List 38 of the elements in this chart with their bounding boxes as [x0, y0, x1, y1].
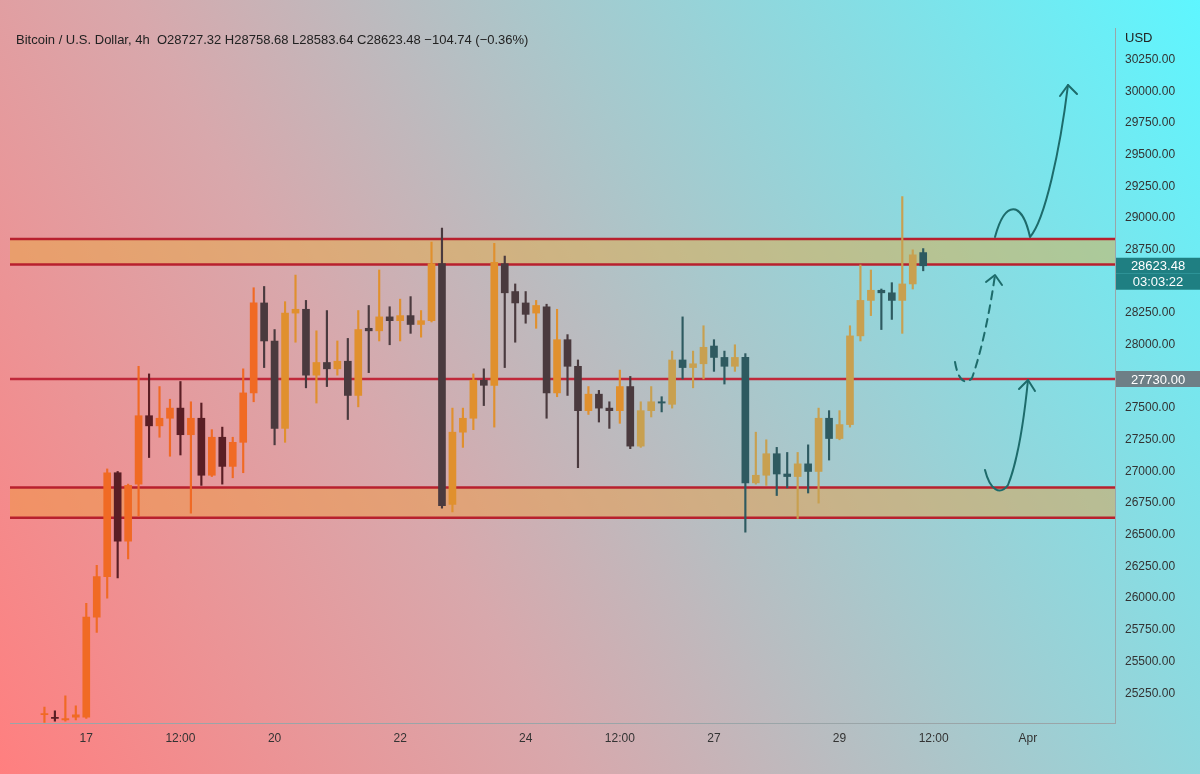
y-tick-label: 26750.00 — [1125, 495, 1176, 510]
x-tick-label: 20 — [267, 731, 282, 746]
y-tick-label: 30250.00 — [1125, 51, 1176, 66]
y-tick-label: 29500.00 — [1125, 147, 1176, 162]
x-tick-label: 17 — [79, 731, 94, 746]
candlestick — [40, 706, 49, 723]
y-axis-title: USD — [1125, 29, 1153, 45]
x-tick-label: 27 — [707, 731, 721, 746]
x-tick-label: 12:00 — [918, 731, 950, 746]
y-tick-label: 28750.00 — [1125, 242, 1176, 257]
x-tick-label: 12:00 — [165, 731, 196, 746]
y-tick-label: 28250.00 — [1125, 305, 1176, 320]
y-tick-label: 29250.00 — [1125, 178, 1176, 193]
y-tick-label: 25250.00 — [1125, 685, 1176, 700]
text: 03:03:22 — [1132, 274, 1184, 290]
y-tick-label: 29750.00 — [1125, 115, 1176, 130]
y-tick-label: 26000.00 — [1125, 590, 1176, 605]
chart-subtitle: O28727.32 H28758.68 L28583.64 C28623.48 −104.74 (−0.36%) — [156, 31, 529, 47]
chart-title: Bitcoin / U.S. Dollar, 4h — [16, 31, 150, 47]
x-tick-label: Apr — [1018, 731, 1038, 746]
text: 28623.48 — [1130, 258, 1186, 274]
candlestick — [699, 325, 708, 380]
y-tick-label: 25500.00 — [1125, 653, 1176, 668]
x-tick-label: 12:00 — [604, 731, 636, 746]
y-tick-label: 29000.00 — [1125, 210, 1176, 225]
ref-line-label: 27730.00 — [1130, 371, 1186, 387]
y-tick-label: 30000.00 — [1125, 83, 1176, 98]
y-tick-label: 28000.00 — [1125, 337, 1176, 352]
y-tick-label: 25750.00 — [1125, 622, 1176, 637]
y-tick-label: 27000.00 — [1125, 463, 1176, 478]
y-tick-label: 26250.00 — [1125, 558, 1176, 573]
y-tick-label: 27500.00 — [1125, 400, 1176, 415]
x-tick-label: 22 — [393, 731, 408, 746]
x-tick-label: 29 — [832, 731, 847, 746]
y-tick-label: 27250.00 — [1125, 432, 1176, 447]
candlestick — [720, 350, 729, 385]
y-tick-label: 26500.00 — [1125, 527, 1176, 542]
x-tick-label: 24 — [518, 731, 533, 746]
